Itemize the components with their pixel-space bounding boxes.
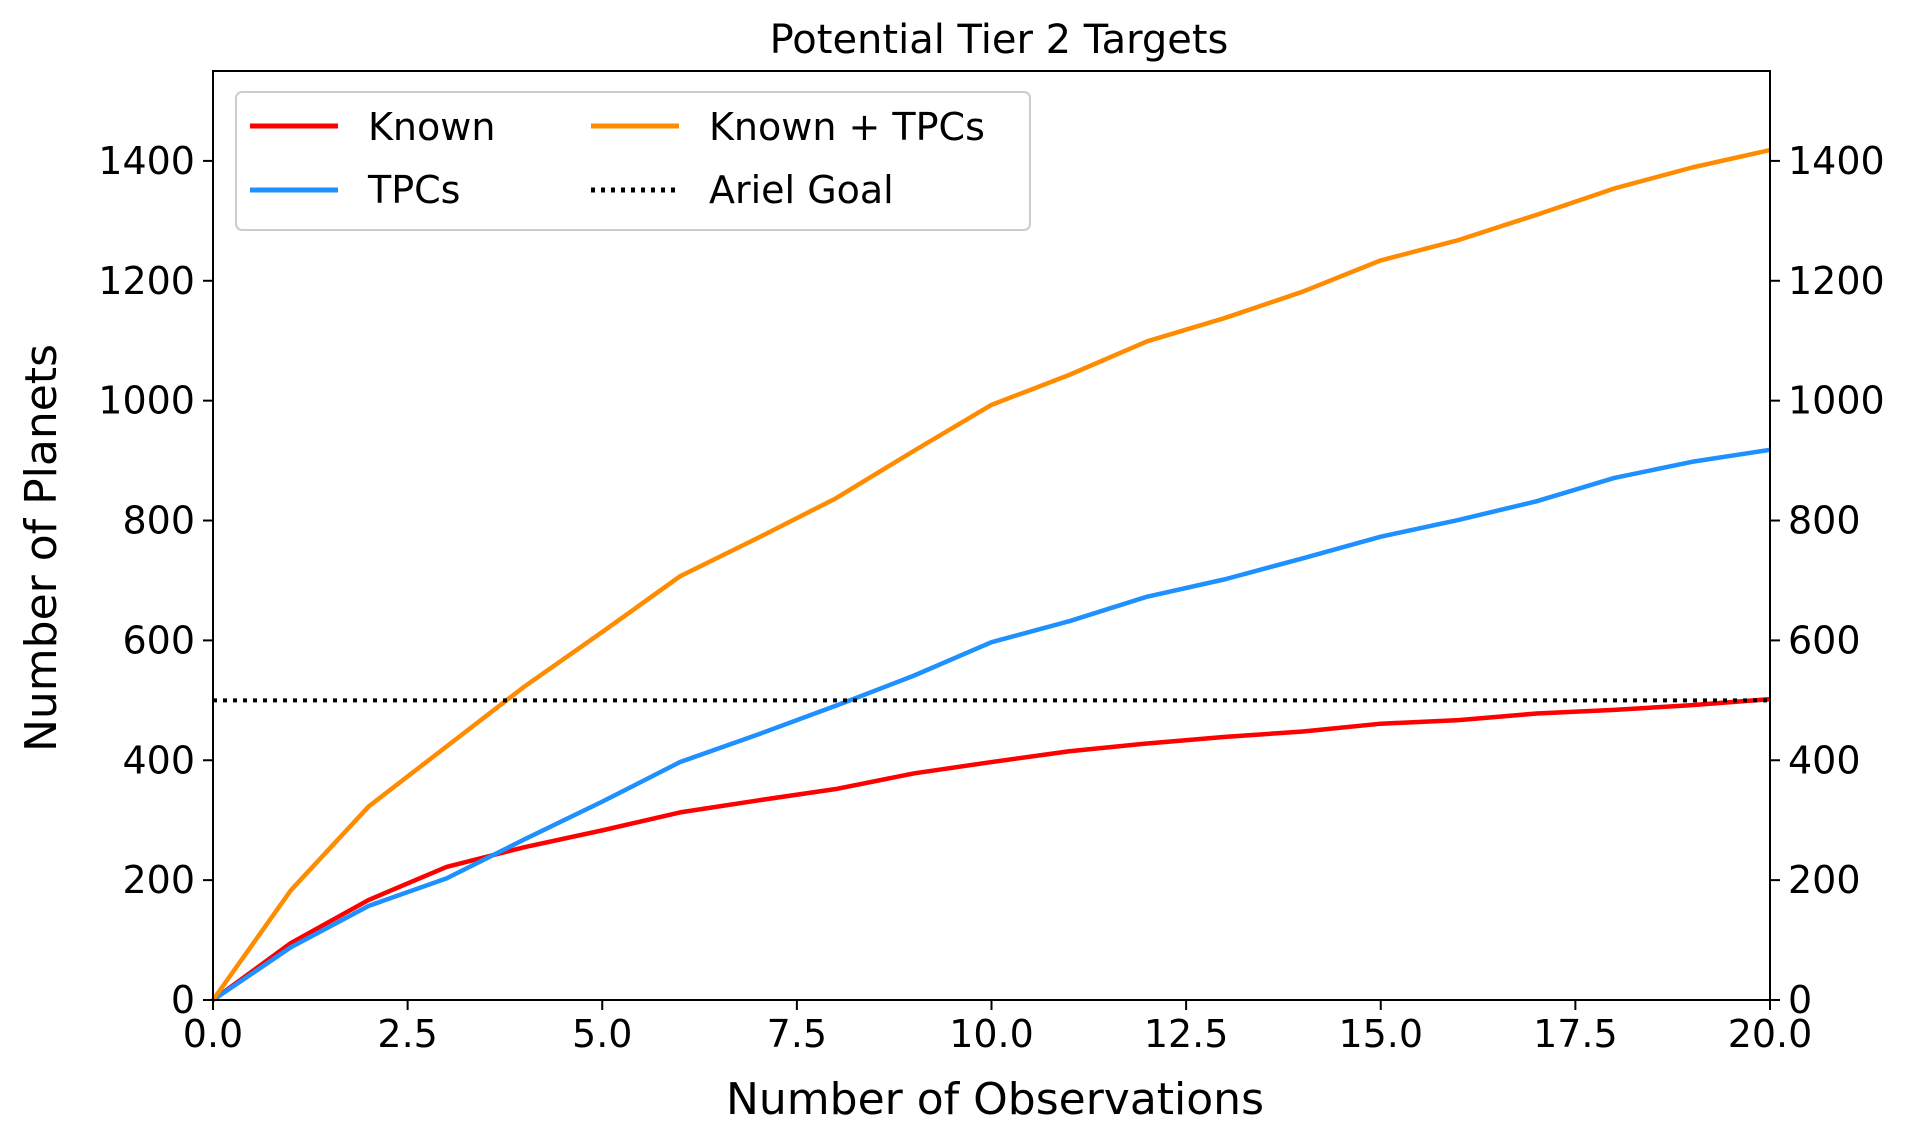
x-axis-label: Number of Observations <box>726 1074 1264 1125</box>
x-tick-label: 12.5 <box>1144 1012 1229 1056</box>
right-y-tick-label: 800 <box>1788 499 1861 543</box>
series-line-known <box>211 696 1771 1002</box>
right-y-tick-label: 600 <box>1788 618 1861 662</box>
x-tick-label: 17.5 <box>1533 1012 1618 1056</box>
right-y-tick-label: 400 <box>1788 738 1861 782</box>
x-tick-label: 10.0 <box>949 1012 1034 1056</box>
y-tick-label: 200 <box>122 858 195 902</box>
x-tick-label: 7.5 <box>767 1012 827 1056</box>
legend-box <box>235 91 1031 231</box>
chart-title: Potential Tier 2 Targets <box>770 17 1229 63</box>
right-y-tick-label: 1200 <box>1788 259 1885 303</box>
x-tick-label: 5.0 <box>572 1012 632 1056</box>
legend: Known TPCs Known + TPCs Ariel Goal <box>235 91 1031 231</box>
y-tick-label: 1000 <box>98 379 195 423</box>
series-lines <box>211 147 1771 1002</box>
right-y-tick-label: 0 <box>1788 978 1812 1022</box>
y-axis-label: Number of Planets <box>16 344 67 752</box>
x-tick-label: 2.5 <box>377 1012 437 1056</box>
legend-label-known-plus-tpcs: Known + TPCs <box>709 105 985 149</box>
y-tick-label: 1200 <box>98 259 195 303</box>
right-y-tick-label: 1000 <box>1788 379 1885 423</box>
x-tick-label: 20.0 <box>1728 1012 1813 1056</box>
series-line-known-plus-tpcs <box>211 147 1771 1002</box>
x-tick-label: 15.0 <box>1338 1012 1423 1056</box>
y-tick-label: 800 <box>122 499 195 543</box>
y-tick-label: 600 <box>122 618 195 662</box>
y-tick-label: 1400 <box>98 139 195 183</box>
series-line-tpcs <box>211 447 1771 1002</box>
x-tick-label: 0.0 <box>183 1012 243 1056</box>
legend-label-known: Known <box>368 105 495 149</box>
y-tick-label: 0 <box>171 978 195 1022</box>
y-tick-label: 400 <box>122 738 195 782</box>
right-y-tick-label: 200 <box>1788 858 1861 902</box>
legend-label-tpcs: TPCs <box>367 168 460 212</box>
legend-label-ariel-goal: Ariel Goal <box>709 168 894 212</box>
right-y-tick-label: 1400 <box>1788 139 1885 183</box>
